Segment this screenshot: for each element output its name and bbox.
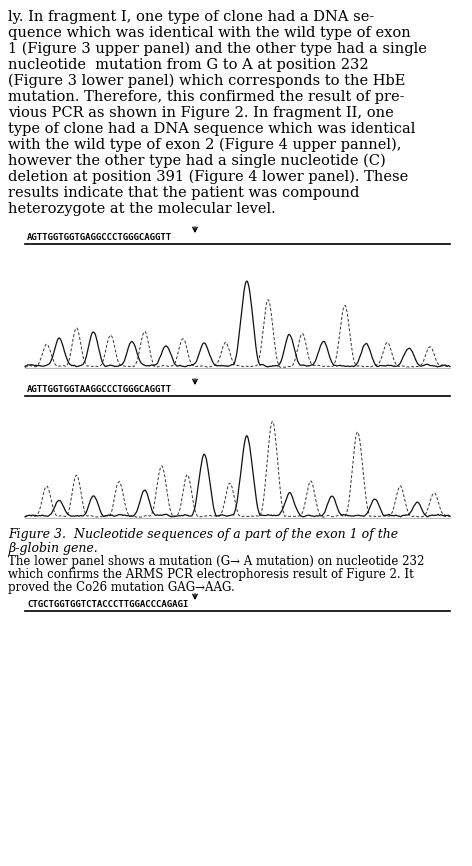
Text: which confirms the ARMS PCR electrophoresis result of Figure 2. It: which confirms the ARMS PCR electrophore… bbox=[8, 568, 414, 581]
Text: AGTTGGTGGTAAGGCCCTGGGCAGGTT: AGTTGGTGGTAAGGCCCTGGGCAGGTT bbox=[27, 385, 172, 394]
Text: vious PCR as shown in Figure 2. In fragment II, one: vious PCR as shown in Figure 2. In fragm… bbox=[8, 106, 394, 120]
Text: CTGCTGGTGGTCTACCCTTGGACCCAGAGI: CTGCTGGTGGTCTACCCTTGGACCCAGAGI bbox=[27, 600, 188, 609]
Text: however the other type had a single nucleotide (C): however the other type had a single nucl… bbox=[8, 154, 386, 168]
Text: The lower panel shows a mutation (G→ A mutation) on nucleotide 232: The lower panel shows a mutation (G→ A m… bbox=[8, 555, 424, 568]
Text: ly. In fragment I, one type of clone had a DNA se-: ly. In fragment I, one type of clone had… bbox=[8, 10, 374, 24]
Text: nucleotide  mutation from G to A at position 232: nucleotide mutation from G to A at posit… bbox=[8, 58, 369, 72]
Text: heterozygote at the molecular level.: heterozygote at the molecular level. bbox=[8, 202, 276, 216]
Text: 1 (Figure 3 upper panel) and the other type had a single: 1 (Figure 3 upper panel) and the other t… bbox=[8, 42, 427, 56]
Text: proved the Co26 mutation GAG→AAG.: proved the Co26 mutation GAG→AAG. bbox=[8, 581, 235, 594]
Text: with the wild type of exon 2 (Figure 4 upper pannel),: with the wild type of exon 2 (Figure 4 u… bbox=[8, 138, 402, 152]
Text: β-globin gene.: β-globin gene. bbox=[8, 542, 98, 555]
Text: mutation. Therefore, this confirmed the result of pre-: mutation. Therefore, this confirmed the … bbox=[8, 90, 405, 104]
Text: (Figure 3 lower panel) which corresponds to the HbE: (Figure 3 lower panel) which corresponds… bbox=[8, 74, 405, 88]
Text: Figure 3.  Nucleotide sequences of a part of the exon 1 of the: Figure 3. Nucleotide sequences of a part… bbox=[8, 528, 398, 541]
Text: results indicate that the patient was compound: results indicate that the patient was co… bbox=[8, 186, 359, 200]
Text: AGTTGGTGGTGAGGCCCTGGGCAGGTT: AGTTGGTGGTGAGGCCCTGGGCAGGTT bbox=[27, 233, 172, 242]
Text: type of clone had a DNA sequence which was identical: type of clone had a DNA sequence which w… bbox=[8, 122, 415, 136]
Text: deletion at position 391 (Figure 4 lower panel). These: deletion at position 391 (Figure 4 lower… bbox=[8, 170, 408, 184]
Text: quence which was identical with the wild type of exon: quence which was identical with the wild… bbox=[8, 26, 411, 40]
